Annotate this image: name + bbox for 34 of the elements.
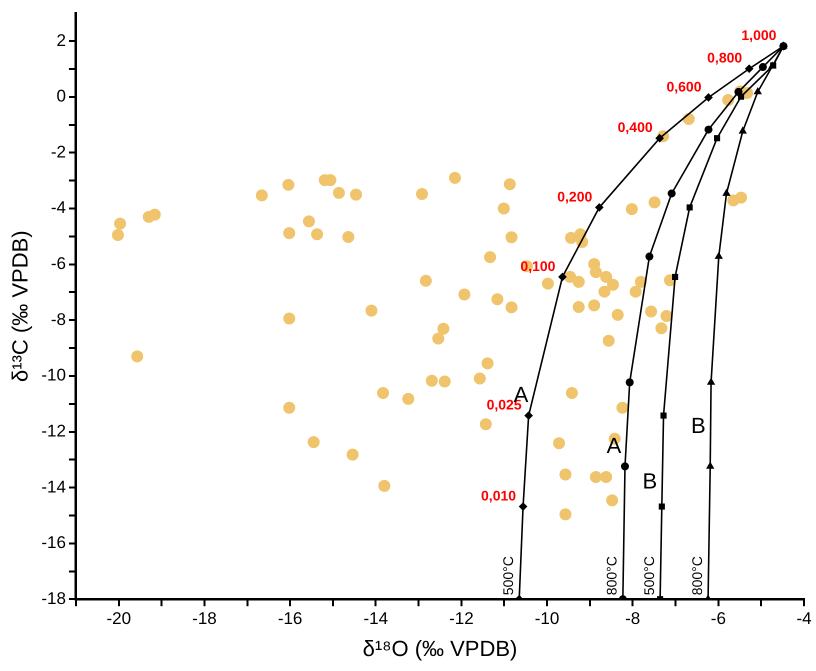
annotation: B [642,468,658,494]
y-tick-label: -12 [41,421,66,440]
x-tick-label: -6 [710,609,726,628]
text: 500°C [640,556,657,596]
annotation: 0,400 [618,119,653,136]
y-axis-title: δ¹³C (‰ VPDB) [7,230,32,382]
text: 800°C [688,556,705,596]
annotation: 0,010 [481,487,516,504]
y-tick-label: -18 [41,588,66,608]
annotation: 1,000 [741,26,777,43]
x-tick-label: -12 [449,609,474,628]
y-tick-label: -6 [50,254,66,274]
annotation: 0,200 [557,188,592,204]
y-tick-label: 0 [56,86,66,106]
x-axis-title: δ¹⁸O (‰ VPDB) [362,636,518,661]
x-tick-label: -4 [796,609,812,628]
y-tick-label: -14 [41,477,66,496]
text: 500°C [500,556,516,596]
x-tick-label: -14 [363,609,388,628]
text: 800°C [604,556,620,596]
y-tick-label: -2 [50,142,66,162]
y-tick-label: -10 [41,366,66,385]
y-tick-label: -4 [50,198,66,218]
annotation: 0,600 [666,78,702,94]
x-tick-label: -10 [534,609,560,628]
y-tick-label: -16 [41,533,66,552]
y-tick-label: 2 [56,30,66,50]
annotation: B [690,413,706,438]
x-tick-label: -18 [192,609,217,628]
annotation: 0,800 [707,50,742,66]
x-tick-label: -20 [106,609,132,628]
x-tick-label: -16 [278,609,302,628]
y-tick-label: -8 [50,310,66,329]
x-tick-label: -8 [625,609,640,628]
